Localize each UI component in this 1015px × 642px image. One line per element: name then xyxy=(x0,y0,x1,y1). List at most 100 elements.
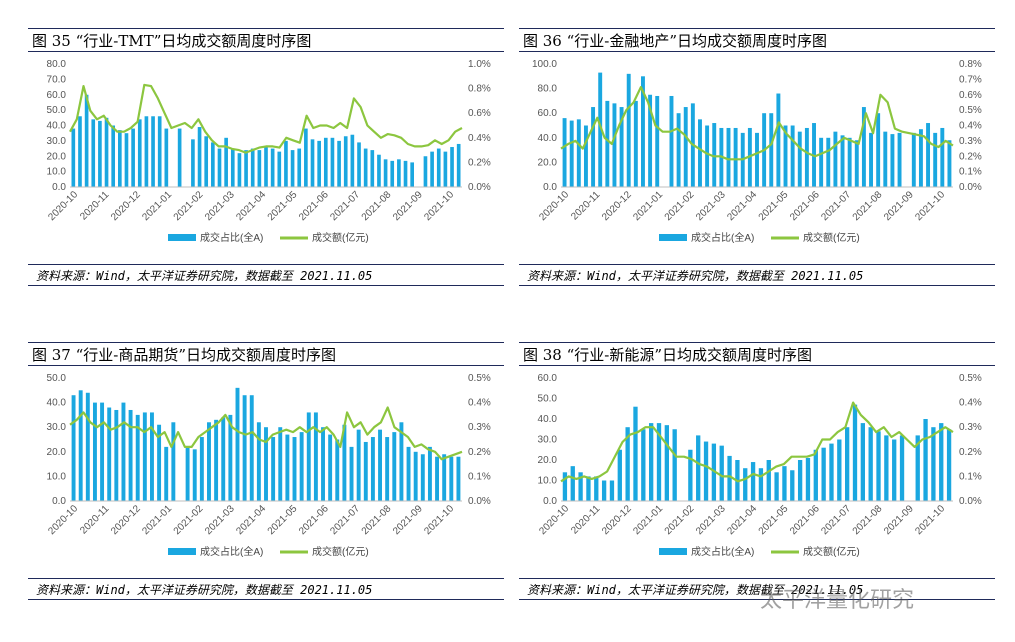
chart-panel-commodity-futures: 图 37 “行业-商品期货”日均成交额周度时序图 0.0 10.0 20.0 30.0… xyxy=(28,342,504,622)
y-tick-label: 40.0 xyxy=(538,414,558,425)
bar xyxy=(712,123,717,187)
watermark-text: 太平洋量化研究 xyxy=(760,588,915,613)
bar xyxy=(420,454,425,501)
bar xyxy=(328,434,333,501)
x-tick-label: 2021-02 xyxy=(172,189,206,223)
y-tick-label: 20.0 xyxy=(538,455,558,466)
bar xyxy=(378,429,382,501)
y2-tick-label: 0.2% xyxy=(959,151,982,162)
bar xyxy=(664,425,669,501)
y2-tick-label: 0.1% xyxy=(959,471,982,482)
bar xyxy=(342,424,347,501)
x-tick-label: 2021-05 xyxy=(757,189,791,223)
bar xyxy=(860,423,865,501)
y-tick-label: 20.0 xyxy=(47,151,67,162)
y2-tick-label: 0.6% xyxy=(959,90,982,101)
y-tick-label: 40.0 xyxy=(47,121,67,132)
line-series xyxy=(560,85,954,161)
bar xyxy=(605,100,610,187)
x-tick-label: 2021-10 xyxy=(913,503,947,537)
bar xyxy=(854,140,859,187)
bar xyxy=(869,132,873,187)
bar xyxy=(306,412,311,501)
x-tick-label: 2021-06 xyxy=(297,503,331,537)
x-tick-label: 2020-10 xyxy=(46,189,80,223)
bar xyxy=(410,162,414,187)
chart-svg: 0.0 10.0 20.0 30.0 40.0 50.0 0.0% 0.1% 0.2% 0.3% 0… xyxy=(46,373,491,558)
bar xyxy=(131,128,135,187)
legend-bar-swatch xyxy=(659,548,687,555)
x-tick-label: 2021-08 xyxy=(851,503,885,537)
y2-tick-label: 0.3% xyxy=(959,136,982,147)
bar xyxy=(847,137,852,187)
y-tick-label: 60.0 xyxy=(47,90,67,101)
source-note: 资料来源：Wind，太平洋证券研究院，数据截至 2021.11.05 xyxy=(519,578,995,600)
x-tick-label: 2021-04 xyxy=(234,503,268,537)
bar xyxy=(939,423,944,501)
bar xyxy=(392,432,397,501)
x-tick-label: 2021-06 xyxy=(297,189,331,223)
bar xyxy=(899,435,905,501)
bar xyxy=(876,431,881,501)
y-tick-label: 50.0 xyxy=(47,373,67,384)
y-tick-label: 50.0 xyxy=(47,105,67,116)
bar xyxy=(450,147,454,187)
x-tick-label: 2021-02 xyxy=(663,503,697,537)
bar xyxy=(84,94,89,187)
x-tick-label: 2021-01 xyxy=(140,503,174,537)
bar xyxy=(586,476,591,501)
source-note: 资料来源：Wind，太平洋证券研究院，数据截至 2021.11.05 xyxy=(519,264,995,286)
bar xyxy=(137,119,142,187)
y-tick-label: 10.0 xyxy=(538,476,558,487)
x-tick-label: 2021-10 xyxy=(422,503,456,537)
y-tick-label: 50.0 xyxy=(538,394,558,405)
bar xyxy=(609,480,615,501)
bar xyxy=(224,137,228,187)
bar xyxy=(199,437,204,501)
legend-bar-swatch xyxy=(659,234,687,241)
y2-tick-label: 0.2% xyxy=(468,157,491,168)
legend-bar-label: 成交占比(全A) xyxy=(200,231,263,244)
bar xyxy=(337,140,341,187)
bar xyxy=(330,137,335,187)
y2-tick-label: 0.6% xyxy=(468,108,491,119)
x-tick-label: 2021-01 xyxy=(140,189,174,223)
bar xyxy=(619,107,624,187)
bar xyxy=(285,434,290,501)
bar xyxy=(277,151,282,187)
bar xyxy=(940,127,945,187)
y2-tick-label: 0.0% xyxy=(468,182,491,193)
bar xyxy=(244,150,248,187)
bar xyxy=(335,439,340,501)
bar xyxy=(85,392,90,501)
bar xyxy=(403,160,408,187)
chart-panel-new-energy: 图 38 “行业-新能源”日均成交额周度时序图 0.0 10.0 20.0 30.0 4… xyxy=(519,342,995,622)
y2-tick-label: 0.5% xyxy=(959,373,982,384)
bar xyxy=(947,140,952,187)
x-tick-label: 2021-09 xyxy=(391,503,425,537)
y-tick-label: 0.0 xyxy=(52,496,66,507)
bar xyxy=(71,128,76,187)
bar xyxy=(237,153,242,187)
legend-bar-swatch xyxy=(168,548,196,555)
chart-panel-tmt: 图 35 “行业-TMT”日均成交额周度时序图 0.0 10.0 20.0 30.0 4… xyxy=(28,28,504,308)
x-tick-label: 2020-11 xyxy=(78,189,112,223)
bar xyxy=(776,93,781,187)
x-tick-label: 2021-03 xyxy=(694,503,728,537)
x-tick-label: 2021-03 xyxy=(203,189,237,223)
bar xyxy=(562,118,567,187)
line-series xyxy=(69,83,463,154)
y-tick-label: 30.0 xyxy=(538,435,558,446)
y2-tick-label: 0.8% xyxy=(468,84,491,95)
bar xyxy=(774,472,779,501)
bar xyxy=(698,119,702,187)
bar xyxy=(769,113,774,187)
bar xyxy=(111,125,116,187)
x-tick-label: 2021-02 xyxy=(172,503,206,537)
y-tick-label: 10.0 xyxy=(47,167,67,178)
bar xyxy=(235,387,240,501)
bar xyxy=(164,446,169,501)
y2-tick-label: 0.0% xyxy=(959,182,982,193)
x-tick-label: 2021-05 xyxy=(266,503,300,537)
legend-bar-label: 成交占比(全A) xyxy=(200,545,263,558)
